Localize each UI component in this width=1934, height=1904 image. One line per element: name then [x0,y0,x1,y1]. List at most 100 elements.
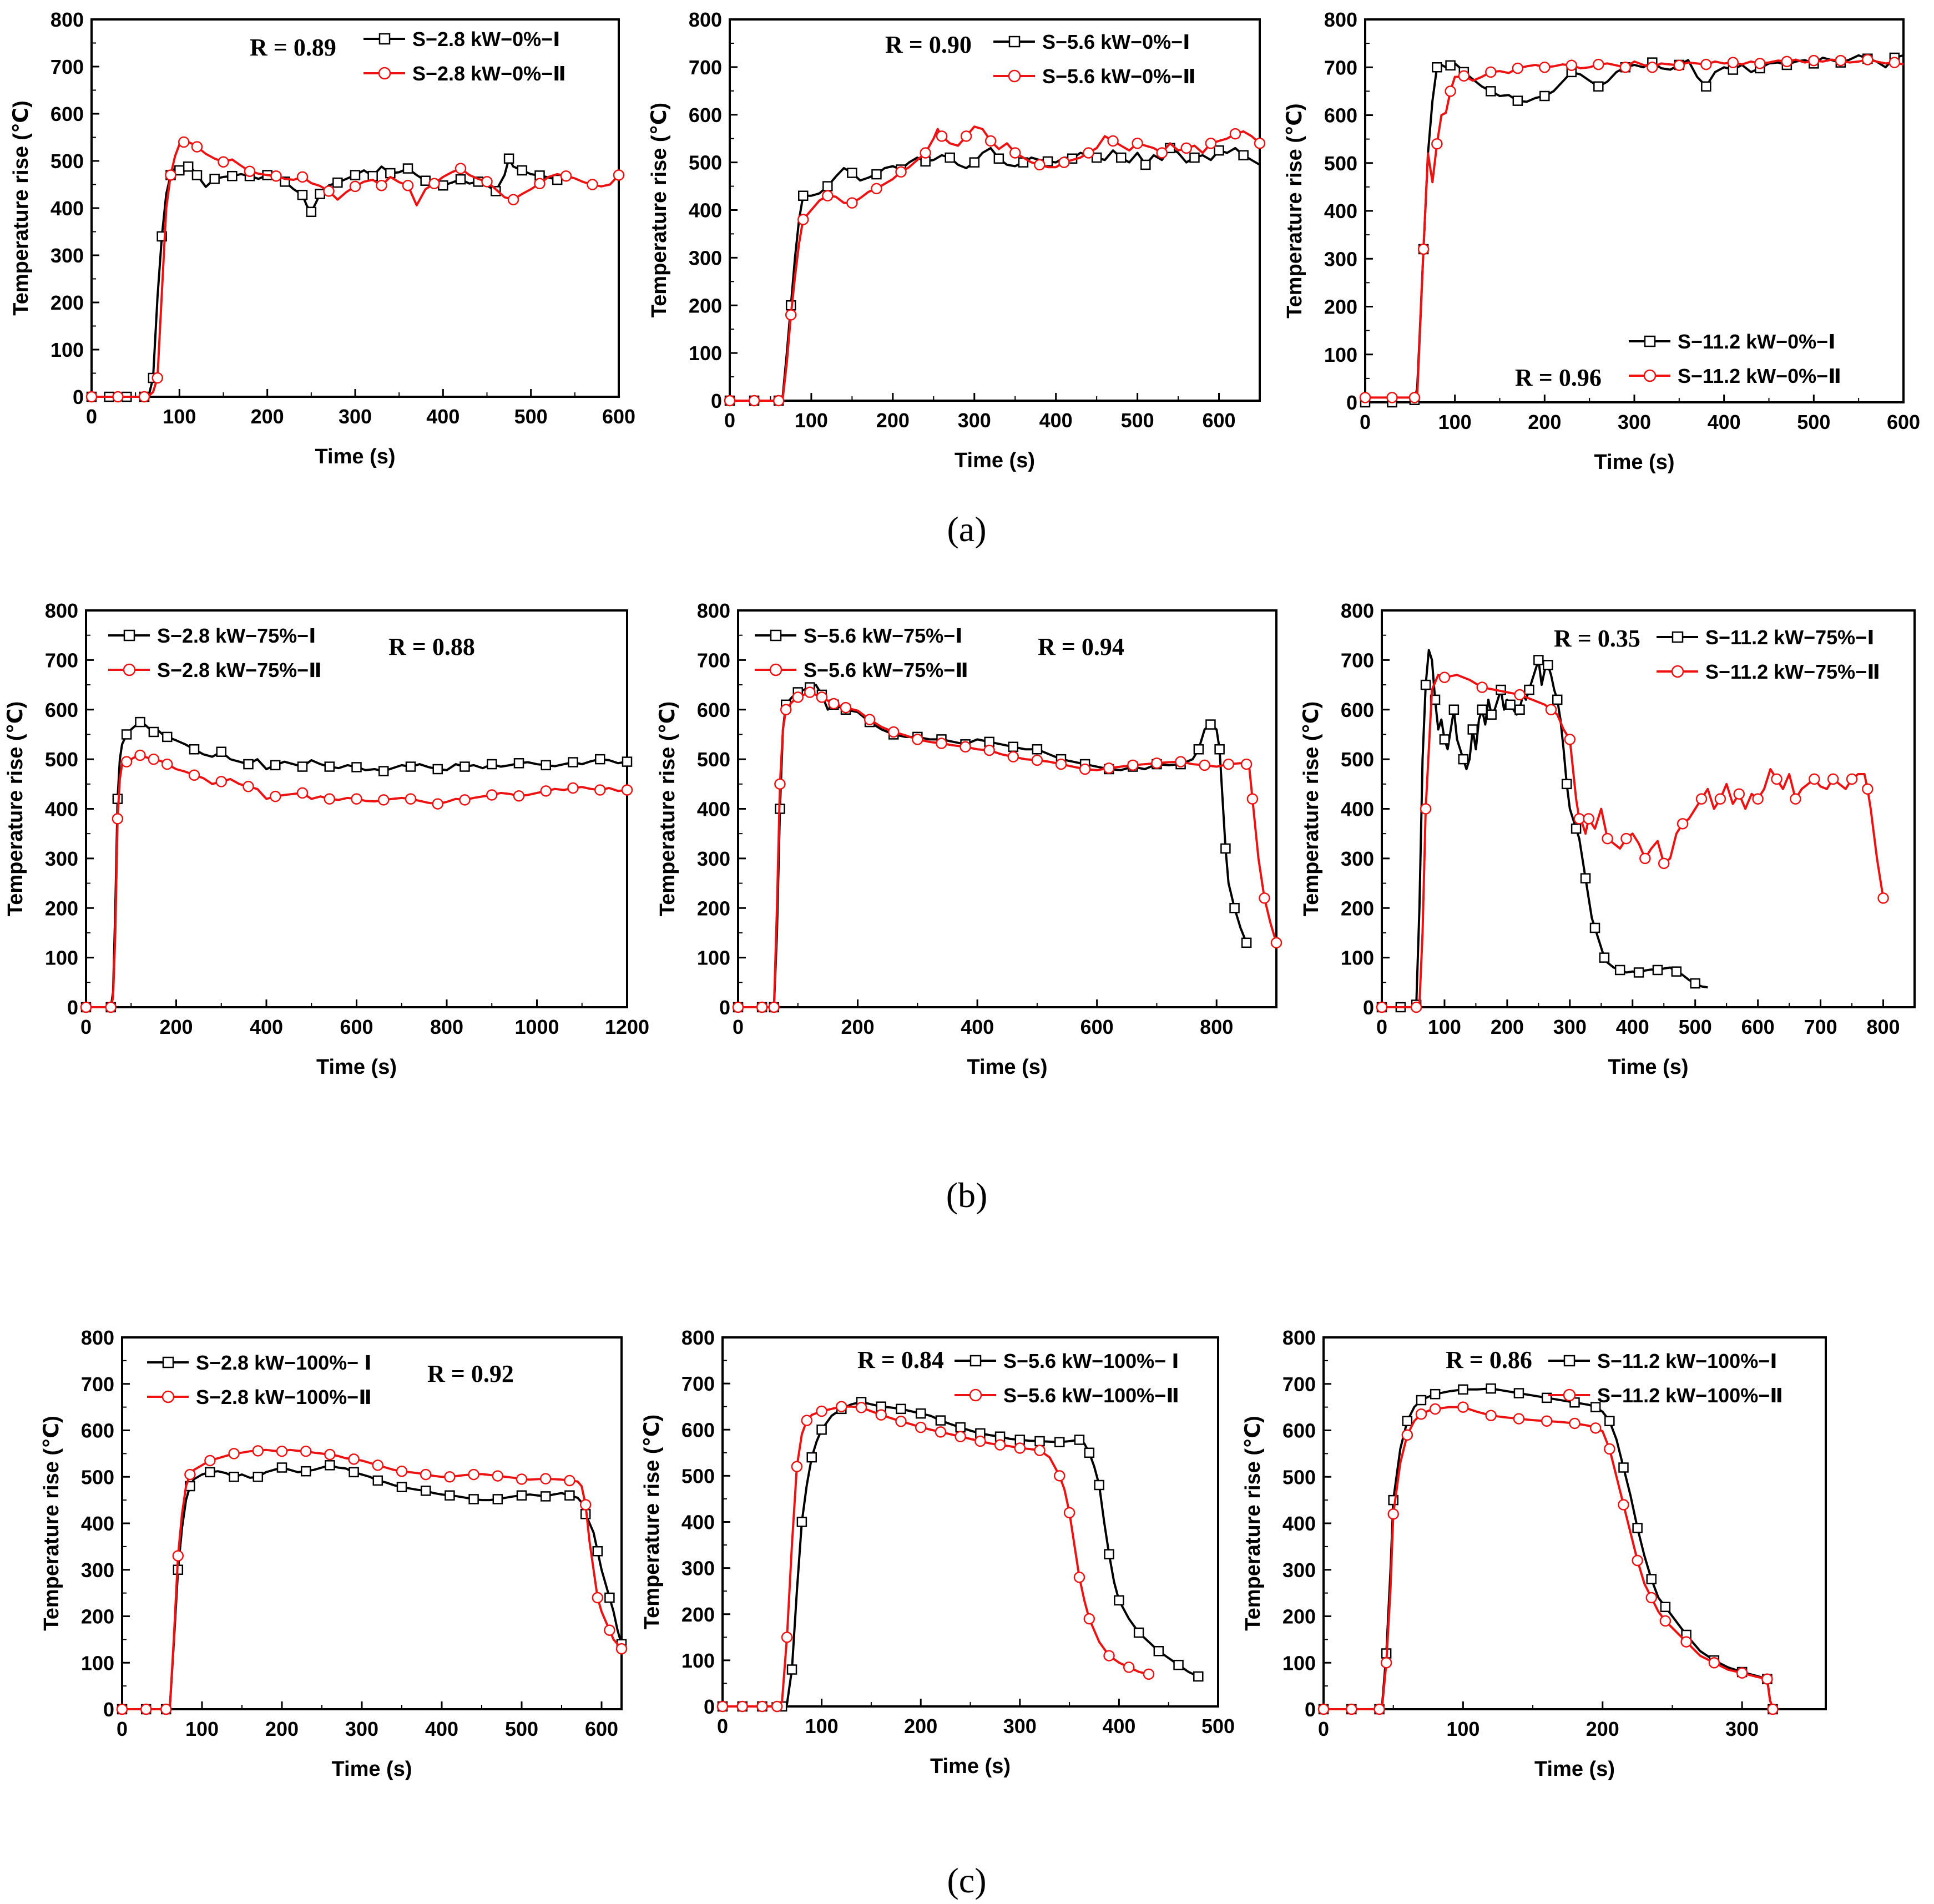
x-tick-label: 400 [961,1016,994,1038]
x-tick-label: 600 [1887,411,1920,433]
data-point [1835,54,1847,67]
data-point [816,1405,827,1417]
y-tick-label: 500 [1341,748,1374,771]
data-point [564,1490,575,1501]
data-point [1752,793,1764,805]
data-point [935,1426,947,1438]
data-point [1058,156,1070,168]
data-point [191,170,203,180]
data-point [148,753,160,765]
y-axis-title: Temperature rise (℃) [40,1416,63,1630]
data-point [1127,759,1139,771]
data-point [1229,128,1241,140]
r-value-label: R = 0.89 [250,34,336,61]
data-point [960,130,972,142]
y-tick-label: 400 [1341,798,1374,821]
legend: S−2.8 kW−75%−Ⅰ S−2.8 kW−75%−Ⅱ [108,624,322,681]
data-point [736,1700,748,1713]
data-point [797,214,809,225]
data-point [592,1592,604,1604]
data-point [1690,978,1700,989]
data-point [771,1700,783,1713]
series-line [723,1401,1199,1708]
legend-label: S−5.6 kW−100%−Ⅱ [1003,1384,1179,1407]
y-tick-label: 100 [681,1649,715,1672]
data-point [438,180,448,191]
data-point [396,1465,408,1477]
series-I [1360,52,1904,408]
data-point [993,153,1004,164]
data-point [1541,1415,1553,1427]
data-point [1589,1422,1602,1434]
y-tick-label: 600 [689,104,722,127]
data-point [1590,1402,1601,1412]
data-point [1079,763,1091,775]
data-point [1659,1615,1672,1627]
data-point [797,190,809,201]
data-point [724,395,736,407]
data-point [1539,62,1551,73]
data-point [732,1001,744,1013]
x-axis-title: Time (s) [315,445,395,468]
data-point [1658,857,1670,870]
data-point [945,152,955,163]
chart-9: 0 100 200 300 0 100 200 300 400 500 600 700 800 Time … [1241,1326,1827,1781]
x-tick-label: 500 [514,405,548,428]
series-line [122,1464,623,1710]
data-point [218,156,229,168]
y-axis-title: Temperature rise (℃) [4,701,27,916]
x-tick-label: 800 [1866,1016,1900,1038]
legend-label: S−5.6 kW−0%−Ⅰ [1042,31,1190,53]
r-value-label: R = 0.90 [885,31,972,58]
data-point [1514,704,1525,715]
y-tick-label: 500 [681,1464,715,1487]
data-point [1431,138,1443,150]
data-point [1009,147,1021,159]
data-point [1846,773,1858,785]
x-tick-label: 200 [876,409,910,432]
panel-label-a-text: (a) [947,509,986,549]
data-point [1767,1703,1779,1715]
legend: S−11.2 kW−75%−Ⅰ S−11.2 kW−75%−Ⅱ [1657,626,1880,683]
panel-labels: (a) (b) (c) [946,509,988,1900]
data-point [1107,135,1119,147]
y-tick-label: 600 [1324,104,1357,127]
data-point [1645,1592,1658,1604]
y-tick-label: 200 [1282,1605,1316,1628]
data-point [796,1517,807,1527]
data-point [296,787,309,799]
data-point [492,1494,503,1504]
legend-swatch-marker [162,1356,174,1368]
data-point [432,764,443,775]
data-point [1604,1416,1615,1426]
chart-2: 0 100 200 300 400 500 600 0 100 200 300 400 500 600 70… [648,8,1266,472]
data-point [516,1490,527,1501]
data-point [1618,1462,1629,1473]
y-tick-label: 800 [81,1326,114,1349]
x-tick-label: 200 [1491,1016,1524,1038]
data-point [174,165,185,176]
data-point [189,744,200,755]
data-point [1241,937,1252,948]
data-point [1539,90,1550,102]
data-point [552,174,563,185]
y-tick-label: 400 [689,199,722,222]
data-point [516,1473,528,1485]
y-tick-label: 300 [697,847,730,870]
data-point [276,1445,288,1457]
data-point [1583,813,1594,825]
data-point [887,726,900,738]
data-point [455,163,467,174]
data-point [1189,152,1200,163]
panel-label-c-text: (c) [947,1861,986,1900]
data-point [1727,57,1739,68]
data-point [875,1409,887,1421]
data-point [564,1474,575,1487]
data-point [895,166,907,178]
data-point [1589,922,1600,933]
data-point [1545,704,1557,715]
y-tick-label: 400 [681,1511,715,1534]
legend: S−2.8 kW−100%− Ⅰ S−2.8 kW−100%−Ⅱ [147,1351,372,1408]
y-tick-label: 700 [1282,1373,1316,1396]
legend-swatch-marker [1008,36,1021,48]
